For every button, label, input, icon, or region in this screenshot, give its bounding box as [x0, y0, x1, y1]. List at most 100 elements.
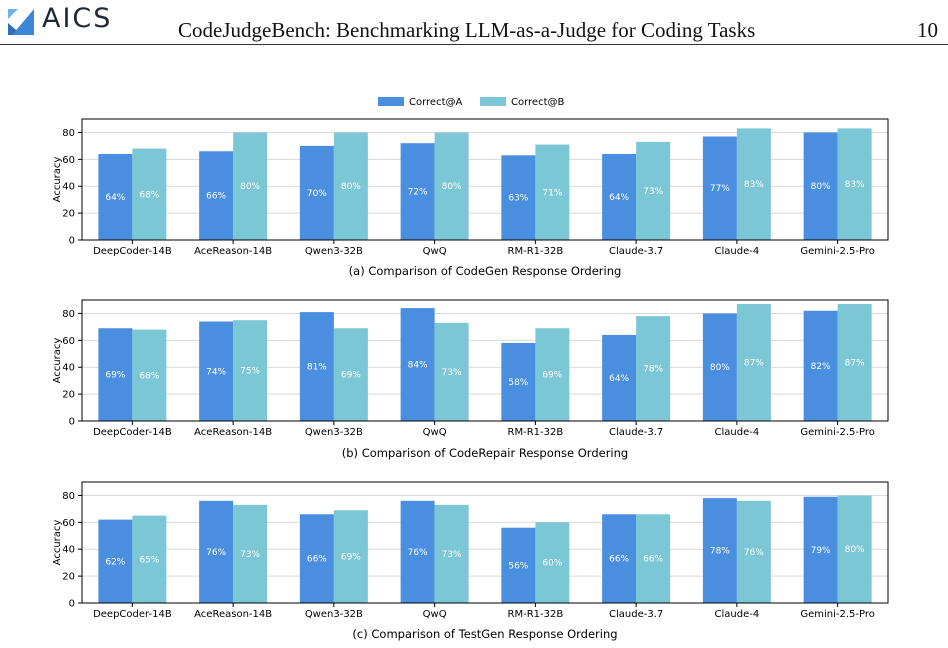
bar-correct-b — [535, 144, 570, 240]
data-label: 72% — [408, 188, 428, 198]
data-label: 80% — [845, 545, 865, 555]
x-tick-label: Claude-3.7 — [609, 246, 663, 257]
bar-correct-a — [803, 132, 838, 240]
x-tick-label: Qwen3-32B — [305, 609, 363, 620]
bar-correct-a — [400, 143, 435, 240]
bar-correct-a — [98, 519, 133, 603]
chart-panel-3: 0 20 40 60 80 62% 65% DeepCoder-14B 76% 73% AceRea… — [52, 481, 889, 641]
data-label: 78% — [643, 365, 663, 375]
y-axis-label: Accuracy — [52, 157, 63, 203]
x-tick-label: QwQ — [423, 427, 447, 438]
bar-correct-b — [535, 328, 570, 421]
x-tick-label: Claude-3.7 — [609, 609, 663, 620]
y-tick-label: 60 — [62, 336, 75, 347]
data-label: 78% — [710, 547, 730, 557]
data-label: 87% — [744, 359, 764, 369]
data-label: 73% — [442, 368, 462, 378]
bar-correct-a — [199, 321, 234, 421]
y-tick-label: 40 — [62, 545, 75, 556]
data-label: 76% — [206, 548, 226, 558]
x-tick-label: Gemini-2.5-Pro — [800, 427, 875, 438]
bar-correct-a — [199, 500, 234, 603]
y-tick-label: 20 — [62, 390, 75, 401]
data-label: 77% — [710, 184, 730, 194]
x-tick-label: DeepCoder-14B — [93, 609, 172, 620]
data-label: 58% — [508, 378, 528, 388]
x-tick-label: Claude-4 — [715, 427, 760, 438]
data-label: 83% — [744, 180, 764, 190]
x-tick-label: RM-R1-32B — [508, 427, 564, 438]
bar-correct-a — [602, 153, 637, 240]
y-tick-label: 80 — [62, 491, 75, 502]
data-label: 66% — [307, 555, 327, 565]
bar-correct-a — [803, 310, 838, 421]
header-rule — [0, 44, 948, 45]
x-tick-label: AceReason-14B — [194, 427, 272, 438]
chart-panel-2: 0 20 40 60 80 69% 68% DeepCoder-14B 74% 75% AceRea… — [52, 299, 889, 460]
chart-caption: (b) Comparison of CodeRepair Response Or… — [342, 446, 628, 460]
data-label: 56% — [508, 561, 528, 571]
y-tick-label: 0 — [69, 417, 75, 428]
data-label: 64% — [609, 374, 629, 384]
data-label: 80% — [240, 182, 260, 192]
data-label: 81% — [307, 363, 327, 373]
bar-correct-b — [636, 316, 671, 421]
data-label: 80% — [341, 182, 361, 192]
data-label: 80% — [442, 182, 462, 192]
bar-correct-b — [233, 504, 268, 603]
y-tick-label: 60 — [62, 155, 75, 166]
data-label: 69% — [341, 553, 361, 563]
bar-correct-b — [233, 132, 268, 240]
data-label: 83% — [845, 180, 865, 190]
bar-correct-a — [98, 328, 133, 421]
bar-correct-b — [132, 148, 167, 240]
bar-correct-b — [434, 504, 469, 603]
legend-swatch-a — [378, 97, 404, 106]
data-label: 73% — [240, 550, 260, 560]
bar-correct-a — [199, 151, 234, 240]
bar-correct-b — [736, 304, 771, 421]
data-label: 84% — [408, 361, 428, 371]
x-tick-label: AceReason-14B — [194, 609, 272, 620]
bar-correct-b — [636, 514, 671, 603]
page-title: CodeJudgeBench: Benchmarking LLM-as-a-Ju… — [178, 18, 756, 42]
x-tick-label: RM-R1-32B — [508, 609, 564, 620]
x-tick-label: RM-R1-32B — [508, 246, 564, 257]
data-label: 73% — [643, 187, 663, 197]
bar-correct-b — [535, 522, 570, 603]
x-tick-label: QwQ — [423, 246, 447, 257]
bar-correct-a — [602, 334, 637, 421]
data-label: 71% — [542, 188, 562, 198]
x-tick-label: DeepCoder-14B — [93, 427, 172, 438]
data-label: 82% — [811, 362, 831, 372]
x-tick-label: Qwen3-32B — [305, 246, 363, 257]
bar-correct-a — [400, 500, 435, 603]
data-label: 70% — [307, 189, 327, 199]
bar-correct-b — [434, 132, 469, 240]
plot-frame — [81, 299, 889, 422]
y-tick-label: 20 — [62, 209, 75, 220]
data-label: 80% — [710, 363, 730, 373]
data-label: 60% — [542, 559, 562, 569]
data-label: 64% — [609, 193, 629, 203]
bar-correct-a — [501, 155, 536, 240]
x-tick-label: Claude-4 — [715, 609, 760, 620]
legend-label-b: Correct@B — [511, 97, 564, 108]
y-tick-label: 40 — [62, 182, 75, 193]
data-label: 80% — [811, 182, 831, 192]
bar-correct-a — [98, 153, 133, 240]
y-tick-label: 40 — [62, 363, 75, 374]
bar-correct-b — [434, 322, 469, 421]
plot-frame — [81, 481, 889, 604]
x-tick-label: Gemini-2.5-Pro — [800, 246, 875, 257]
bar-correct-b — [132, 329, 167, 421]
chart-caption: (a) Comparison of CodeGen Response Order… — [349, 264, 622, 278]
bar-correct-b — [837, 304, 872, 421]
y-tick-label: 0 — [69, 599, 75, 610]
aics-logo: AICS — [8, 3, 128, 36]
page-number: 10 — [917, 18, 938, 42]
bar-correct-b — [233, 320, 268, 421]
bar-correct-b — [333, 328, 368, 421]
aics-logo-icon — [8, 9, 34, 35]
x-tick-label: QwQ — [423, 609, 447, 620]
